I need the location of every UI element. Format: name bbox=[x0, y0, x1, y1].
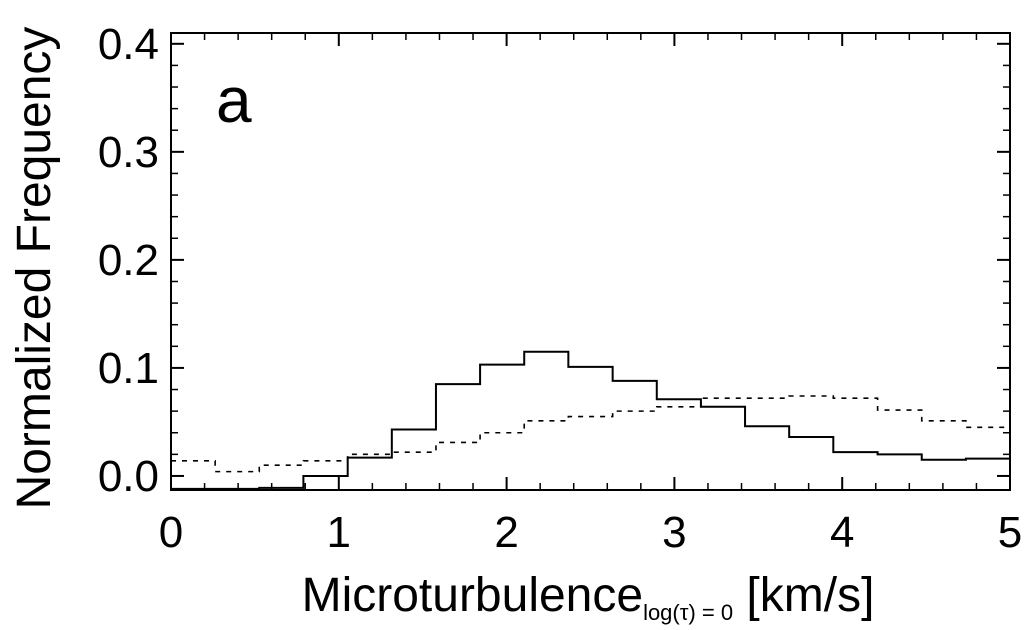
x-tick-label: 3 bbox=[662, 508, 686, 557]
y-tick-label: 0.3 bbox=[98, 128, 159, 177]
x-axis-title-main: Microturbulence bbox=[302, 569, 643, 622]
x-axis-title-unit: [km/s] bbox=[733, 569, 874, 622]
x-tick-label: 5 bbox=[998, 508, 1022, 557]
x-tick-label: 0 bbox=[159, 508, 183, 557]
x-axis-title-subscript: log(τ) = 0 bbox=[643, 600, 733, 625]
y-tick-label: 0.2 bbox=[98, 236, 159, 285]
y-axis-title: Normalized Frequency bbox=[8, 27, 61, 510]
y-tick-label: 0.4 bbox=[98, 20, 159, 69]
series-layer bbox=[171, 350, 1011, 490]
histogram-series-dashed bbox=[171, 395, 1011, 490]
y-tick-label: 0.1 bbox=[98, 344, 159, 393]
tick-label-layer: 0 1 2 3 4 5 0.0 0.1 0.2 0.3 0.4 bbox=[98, 20, 1022, 557]
x-tick-label: 4 bbox=[830, 508, 854, 557]
ticks-layer bbox=[170, 33, 1011, 490]
plot-frame bbox=[170, 32, 1011, 491]
panel-label: a bbox=[216, 64, 252, 136]
histogram-series-solid bbox=[171, 350, 1011, 490]
y-tick-label: 0.0 bbox=[98, 452, 159, 501]
x-tick-label: 2 bbox=[494, 508, 518, 557]
x-axis-title: Microturbulencelog(τ) = 0 [km/s] bbox=[302, 569, 875, 625]
x-tick-label: 1 bbox=[327, 508, 351, 557]
